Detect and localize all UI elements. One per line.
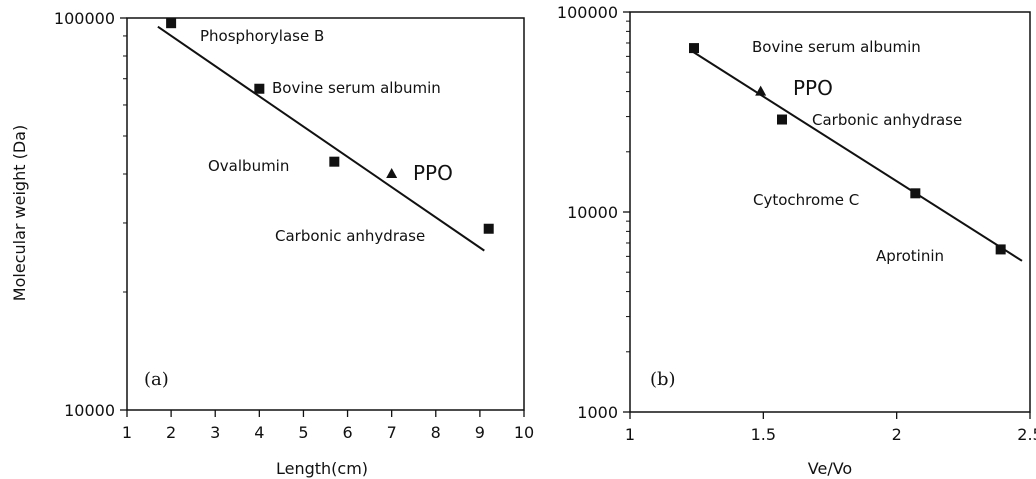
x-tick-label: 1.5 — [751, 425, 776, 444]
annotation-bovine-serum-albumin-b: Bovine serum albumin — [752, 38, 921, 56]
annotation-aprotinin: Aprotinin — [876, 247, 944, 265]
annotation-bovine-serum-albumin: Bovine serum albumin — [272, 79, 441, 97]
x-tick-label: 2 — [166, 423, 176, 442]
y-tick-label: 100000 — [557, 3, 618, 22]
panel-label-a: (a) — [144, 369, 169, 390]
annotation-carbonic-anhydrase-b: Carbonic anhydrase — [812, 111, 962, 129]
annotation-carbonic-anhydrase: Carbonic anhydrase — [275, 227, 425, 245]
data-point-bovine-serum-albumin — [689, 43, 699, 54]
y-tick-label: 1000 — [577, 403, 618, 422]
y-tick-label: 10000 — [64, 401, 115, 420]
data-point-ppo — [755, 85, 767, 96]
panel-b: 1 1.5 2 2.5 1000 10000 100000 Bovine serum al… — [557, 3, 1036, 478]
data-point-bovine-serum-albumin — [254, 83, 265, 94]
x-tick-label: 8 — [431, 423, 441, 442]
x-ticks-a: 1 2 3 4 5 6 7 8 9 10 — [122, 410, 534, 442]
x-tick-label: 7 — [387, 423, 397, 442]
annotation-cytochrome-c: Cytochrome C — [753, 191, 859, 209]
data-point-ovalbumin — [329, 156, 340, 167]
points-a — [166, 18, 494, 234]
y-axis-label: Molecular weight (Da) — [10, 125, 29, 301]
x-tick-label: 3 — [210, 423, 220, 442]
x-tick-label: 9 — [475, 423, 485, 442]
x-tick-label: 6 — [342, 423, 352, 442]
x-tick-label: 10 — [514, 423, 534, 442]
x-tick-label: 1 — [625, 425, 635, 444]
annotation-ppo-b: PPO — [793, 76, 833, 100]
panel-label-b: (b) — [650, 369, 676, 390]
x-axis-label-a: Length(cm) — [276, 459, 368, 478]
plot-frame-b — [629, 11, 1031, 413]
data-point-cytochrome-c — [910, 188, 921, 199]
plot-frame-a — [126, 17, 525, 411]
y-ticks-a: 10000 100000 — [54, 9, 127, 420]
data-point-aprotinin — [995, 244, 1006, 255]
x-tick-label: 2 — [892, 425, 902, 444]
data-point-carbonic-anhydrase — [777, 114, 787, 125]
data-point-phosphorylase-b — [166, 18, 177, 29]
x-tick-label: 2.5 — [1017, 425, 1036, 444]
points-b — [689, 43, 1006, 255]
fit-line-b — [690, 49, 1023, 262]
y-tick-label: 10000 — [567, 203, 618, 222]
annotation-phosphorylase-b: Phosphorylase B — [200, 27, 324, 45]
x-tick-label: 5 — [298, 423, 308, 442]
annotation-ppo: PPO — [413, 161, 453, 185]
x-tick-label: 1 — [122, 423, 132, 442]
annotation-ovalbumin: Ovalbumin — [208, 157, 289, 175]
y-tick-label: 100000 — [54, 9, 115, 28]
data-point-carbonic-anhydrase — [483, 223, 494, 234]
x-tick-label: 4 — [254, 423, 264, 442]
fit-line-a — [157, 25, 485, 252]
y-ticks-b: 1000 10000 100000 — [557, 3, 630, 422]
x-ticks-b: 1 1.5 2 2.5 — [625, 412, 1036, 444]
data-point-ppo — [386, 167, 398, 178]
x-axis-label-b: Ve/Vo — [808, 459, 852, 478]
